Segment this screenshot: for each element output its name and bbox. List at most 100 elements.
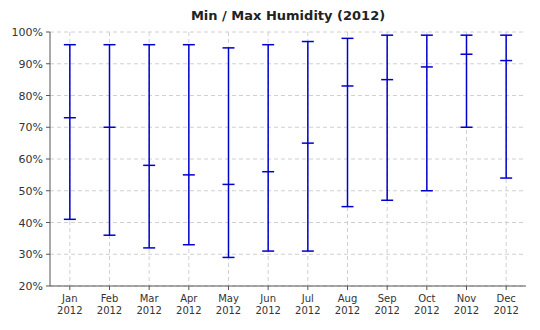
min-cap xyxy=(421,190,433,192)
y-tick xyxy=(46,254,50,255)
x-tick-label-line: 2012 xyxy=(493,305,518,316)
x-tick-label-line: Aug xyxy=(338,293,358,304)
x-tick-label-line: 2012 xyxy=(216,305,241,316)
x-axis-line xyxy=(50,286,526,287)
max-cap xyxy=(262,44,274,46)
x-tick-label-line: 2012 xyxy=(454,305,479,316)
x-tick xyxy=(149,286,150,290)
range-line xyxy=(109,45,111,236)
y-tick xyxy=(46,159,50,160)
max-cap xyxy=(342,38,354,40)
y-tick xyxy=(46,32,50,33)
x-tick-label-line: Dec xyxy=(496,293,515,304)
grid-line-y xyxy=(50,95,526,96)
avg-tick xyxy=(64,117,76,119)
x-tick-label-line: Jun xyxy=(259,293,276,304)
min-cap xyxy=(223,257,235,259)
avg-tick xyxy=(461,53,473,55)
y-tick-label: 100% xyxy=(12,26,43,39)
x-tick-label: Feb2012 xyxy=(97,293,122,316)
x-tick-label: Jun2012 xyxy=(255,293,280,316)
y-tick-label: 50% xyxy=(19,185,43,198)
x-tick xyxy=(387,286,388,290)
x-tick-label-line: 2012 xyxy=(295,305,320,316)
range-line xyxy=(307,42,309,252)
max-cap xyxy=(104,44,116,46)
x-tick xyxy=(109,286,110,290)
grid-line-x xyxy=(109,32,110,286)
avg-tick xyxy=(421,66,433,68)
x-tick-label-line: Mar xyxy=(140,293,160,304)
grid-line-x xyxy=(347,32,348,286)
avg-tick xyxy=(183,174,195,176)
x-tick xyxy=(228,286,229,290)
y-tick xyxy=(46,63,50,64)
x-tick-label-line: Oct xyxy=(418,293,435,304)
x-tick-label: Aug2012 xyxy=(335,293,360,316)
x-tick-label: Sep2012 xyxy=(374,293,399,316)
grid-line-y xyxy=(50,222,526,223)
x-tick-label-line: 2012 xyxy=(176,305,201,316)
x-tick-label-line: 2012 xyxy=(335,305,360,316)
max-cap xyxy=(461,34,473,36)
max-cap xyxy=(183,44,195,46)
x-tick-label-line: 2012 xyxy=(374,305,399,316)
grid-line-y xyxy=(50,127,526,128)
x-tick-label-line: Nov xyxy=(457,293,477,304)
grid-line-y xyxy=(50,254,526,255)
grid-line-x xyxy=(307,32,308,286)
range-line xyxy=(426,35,428,191)
min-cap xyxy=(342,206,354,208)
range-line xyxy=(148,45,150,248)
avg-tick xyxy=(342,85,354,87)
max-cap xyxy=(223,47,235,49)
x-tick-label-line: Sep xyxy=(378,293,397,304)
grid-line-x xyxy=(268,32,269,286)
max-cap xyxy=(64,44,76,46)
max-cap xyxy=(421,34,433,36)
range-line xyxy=(69,45,71,220)
x-tick-label: May2012 xyxy=(216,293,241,316)
avg-tick xyxy=(143,165,155,167)
grid-line-x xyxy=(426,32,427,286)
y-tick-label: 70% xyxy=(19,121,43,134)
x-tick xyxy=(69,286,70,290)
y-tick xyxy=(46,95,50,96)
range-line xyxy=(188,45,190,245)
avg-tick xyxy=(223,184,235,186)
x-tick xyxy=(188,286,189,290)
grid xyxy=(50,32,526,286)
avg-tick xyxy=(262,171,274,173)
min-cap xyxy=(143,247,155,249)
grid-line-x xyxy=(387,32,388,286)
min-cap xyxy=(302,250,314,252)
avg-tick xyxy=(104,127,116,129)
x-tick-label-line: 2012 xyxy=(414,305,439,316)
y-tick-label: 30% xyxy=(19,248,43,261)
range-line xyxy=(267,45,269,251)
range-line xyxy=(347,38,349,206)
x-tick xyxy=(426,286,427,290)
x-tick xyxy=(307,286,308,290)
x-tick xyxy=(347,286,348,290)
x-tick xyxy=(506,286,507,290)
x-tick-label-line: 2012 xyxy=(255,305,280,316)
marks xyxy=(64,35,512,257)
y-tick xyxy=(46,127,50,128)
range-line xyxy=(386,35,388,200)
avg-tick xyxy=(381,79,393,81)
x-tick-label-line: 2012 xyxy=(97,305,122,316)
x-tick-label: Apr2012 xyxy=(176,293,201,316)
grid-line-x xyxy=(466,32,467,286)
x-tick-label: Oct2012 xyxy=(414,293,439,316)
y-tick-label: 20% xyxy=(19,280,43,293)
min-cap xyxy=(104,234,116,236)
y-tick-label: 60% xyxy=(19,153,43,166)
grid-line-y xyxy=(50,159,526,160)
x-tick-label: Nov2012 xyxy=(454,293,479,316)
min-cap xyxy=(381,200,393,202)
min-cap xyxy=(500,177,512,179)
x-tick xyxy=(268,286,269,290)
x-tick-label-line: Feb xyxy=(101,293,119,304)
x-tick-label-line: Apr xyxy=(180,293,198,304)
